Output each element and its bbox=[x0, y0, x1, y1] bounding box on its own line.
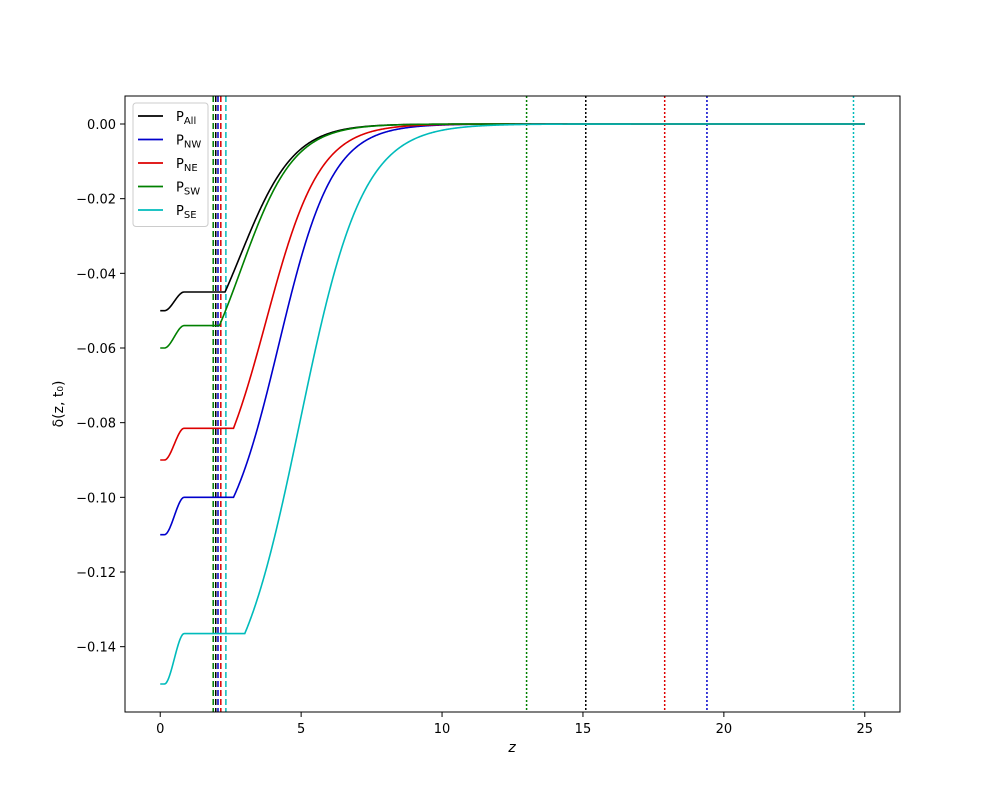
x-axis-ticks: 0 5 10 15 20 25 bbox=[156, 712, 873, 737]
y-tick-label: −0.10 bbox=[76, 491, 116, 506]
y-tick-label: −0.08 bbox=[76, 417, 116, 432]
series-line-sw bbox=[160, 123, 865, 349]
legend-box bbox=[132, 102, 209, 227]
x-tick-label: 5 bbox=[297, 722, 305, 737]
legend: PAll PNW PNE PSW PSE bbox=[132, 102, 209, 227]
legend-label-nw: PNW bbox=[176, 134, 201, 151]
x-tick-label: 20 bbox=[716, 722, 733, 737]
series-line-all bbox=[160, 123, 865, 312]
y-tick-label: −0.04 bbox=[76, 267, 116, 282]
series-line-nw bbox=[160, 123, 865, 536]
legend-label-ne: PNE bbox=[176, 157, 198, 174]
y-tick-label: −0.06 bbox=[76, 342, 116, 357]
y-tick-label: −0.02 bbox=[76, 193, 116, 208]
axes-frame bbox=[124, 95, 901, 713]
y-axis-label: δ(z, t₀) bbox=[51, 381, 67, 428]
series-line-se bbox=[160, 123, 865, 685]
legend-label-all: PAll bbox=[176, 110, 196, 127]
x-tick-label: 0 bbox=[156, 722, 164, 737]
x-axis-label: z bbox=[507, 740, 516, 756]
y-tick-label: −0.12 bbox=[76, 566, 116, 581]
legend-label-sw: PSW bbox=[176, 181, 200, 198]
series-line-ne bbox=[160, 123, 865, 461]
y-tick-label: 0.00 bbox=[87, 118, 116, 133]
y-axis-ticks: 0.00 −0.02 −0.04 −0.06 −0.08 −0.10 −0.12 −0.14 bbox=[76, 118, 125, 656]
plot-area bbox=[160, 96, 865, 712]
x-tick-label: 25 bbox=[856, 722, 873, 737]
x-tick-label: 10 bbox=[434, 722, 451, 737]
y-tick-label: −0.14 bbox=[76, 641, 116, 656]
x-tick-label: 15 bbox=[575, 722, 592, 737]
legend-label-se: PSE bbox=[176, 204, 197, 221]
